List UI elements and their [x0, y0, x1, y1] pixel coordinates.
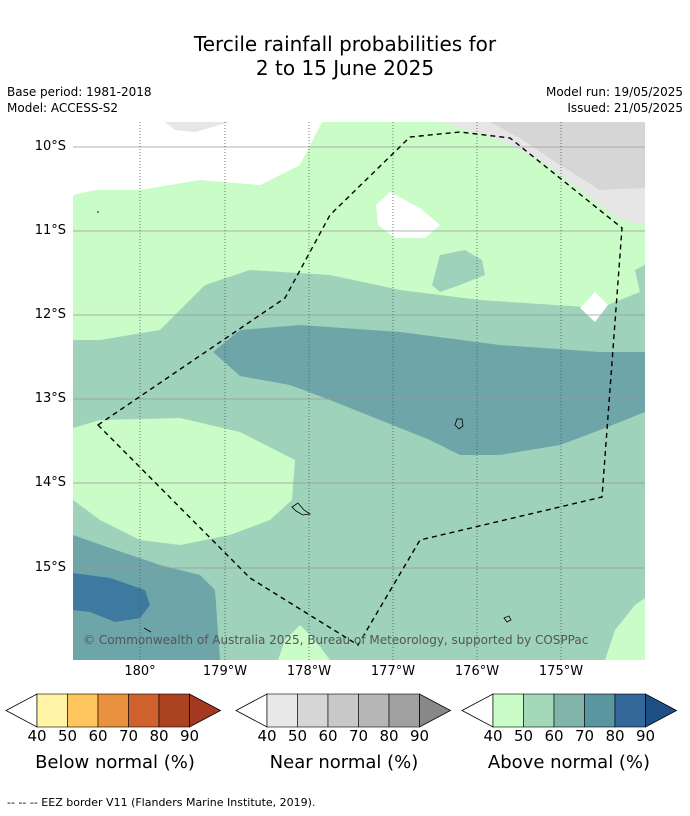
colorbar-cell [358, 693, 390, 728]
colorbar-tick-label: 40 [27, 727, 47, 745]
chart-title-line1: Tercile rainfall probabilities for [193, 32, 497, 56]
lat-label-13s: 13°S [34, 391, 66, 406]
colorbar-cell [297, 693, 329, 728]
colorbar-tick-label: 80 [149, 727, 169, 745]
region-neutral-white-2 [580, 292, 608, 322]
region-neutral-white-1 [376, 192, 440, 238]
colorbar-below-title: Below normal (%) [35, 752, 195, 773]
colorbar-cell [128, 693, 160, 728]
colorbar-above-normal [461, 693, 678, 728]
lat-label-14s: 14°S [34, 475, 66, 490]
colorbar-low-extend [235, 693, 268, 728]
colorbar-high-extend [419, 693, 452, 728]
colorbar-high-extend [189, 693, 222, 728]
island-4 [143, 627, 152, 633]
lat-label-10s: 10°S [34, 139, 66, 154]
colorbar-cell [36, 693, 68, 728]
colorbar-tick-label: 90 [635, 727, 656, 745]
lat-label-12s: 12°S [34, 307, 66, 322]
colorbar-tick-label: 80 [605, 727, 625, 745]
island-5 [97, 211, 99, 213]
lon-label-180: 180° [124, 664, 156, 679]
lat-label-11s: 11°S [34, 223, 66, 238]
lon-label-176w: 176°W [454, 664, 500, 679]
colorbar-tick-label: 70 [118, 727, 139, 745]
lon-label-175w: 175°W [538, 664, 584, 679]
colorbar-cell [492, 693, 524, 728]
colorbar-cell [158, 693, 190, 728]
chart-title-line2: 2 to 15 June 2025 [255, 56, 435, 80]
colorbar-tick-label: 60 [318, 727, 338, 745]
island-2 [291, 502, 312, 516]
colorbar-high-extend [645, 693, 678, 728]
issued-label: Issued: 21/05/2025 [567, 101, 683, 115]
rainfall-probability-map [73, 122, 645, 660]
colorbar-cell [553, 693, 585, 728]
latitude-gridlines [73, 146, 645, 569]
eez-footnote: -- -- -- EEZ border V11 (Flanders Marine… [7, 796, 316, 809]
region-neutral-white-nw [73, 122, 322, 195]
lon-label-178w: 178°W [286, 664, 332, 679]
colorbar-tick-label: 90 [179, 727, 200, 745]
colorbar-cell [523, 693, 555, 728]
colorbar-cell [327, 693, 359, 728]
base-period-label: Base period: 1981-2018 [7, 85, 152, 99]
island-3 [503, 615, 512, 623]
colorbar-tick-label: 60 [544, 727, 564, 745]
colorbar-cell [97, 693, 129, 728]
colorbar-tick-label: 90 [409, 727, 430, 745]
lon-label-177w: 177°W [370, 664, 416, 679]
colorbar-cell [388, 693, 420, 728]
copyright-notice: © Commonwealth of Australia 2025, Bureau… [83, 633, 589, 647]
colorbar-cell [614, 693, 646, 728]
colorbar-tick-label: 50 [287, 727, 308, 745]
colorbar-tick-label: 50 [57, 727, 78, 745]
colorbar-cell [584, 693, 616, 728]
region-above-60-band [213, 325, 645, 455]
colorbars [5, 693, 678, 728]
region-above-70-sw [73, 573, 150, 622]
model-label: Model: ACCESS-S2 [7, 101, 119, 115]
eez-border [96, 131, 623, 646]
colorbar-low-extend [5, 693, 38, 728]
region-above-40-se [605, 598, 645, 660]
colorbar-tick-label: 40 [257, 727, 277, 745]
model-run-label: Model run: 19/05/2025 [545, 85, 683, 99]
colorbar-near-title: Near normal (%) [269, 752, 419, 773]
colorbar-near-normal [235, 693, 452, 728]
colorbar-tick-label: 40 [483, 727, 503, 745]
lat-label-15s: 15°S [34, 560, 66, 575]
colorbar-tick-label: 70 [574, 727, 595, 745]
colorbar-tick-label: 60 [88, 727, 108, 745]
colorbar-low-extend [461, 693, 494, 728]
lon-label-179w: 179°W [202, 664, 248, 679]
colorbar-tick-label: 50 [513, 727, 534, 745]
region-above-40-west [73, 418, 295, 545]
region-near-normal-ne-dark [490, 122, 645, 190]
colorbar-cell [67, 693, 99, 728]
colorbar-tick-label: 70 [348, 727, 369, 745]
colorbar-tick-label: 80 [379, 727, 399, 745]
colorbar-below-normal [5, 693, 222, 728]
colorbar-cell [266, 693, 298, 728]
colorbar-above-title: Above normal (%) [487, 752, 651, 773]
island-1 [454, 418, 464, 430]
